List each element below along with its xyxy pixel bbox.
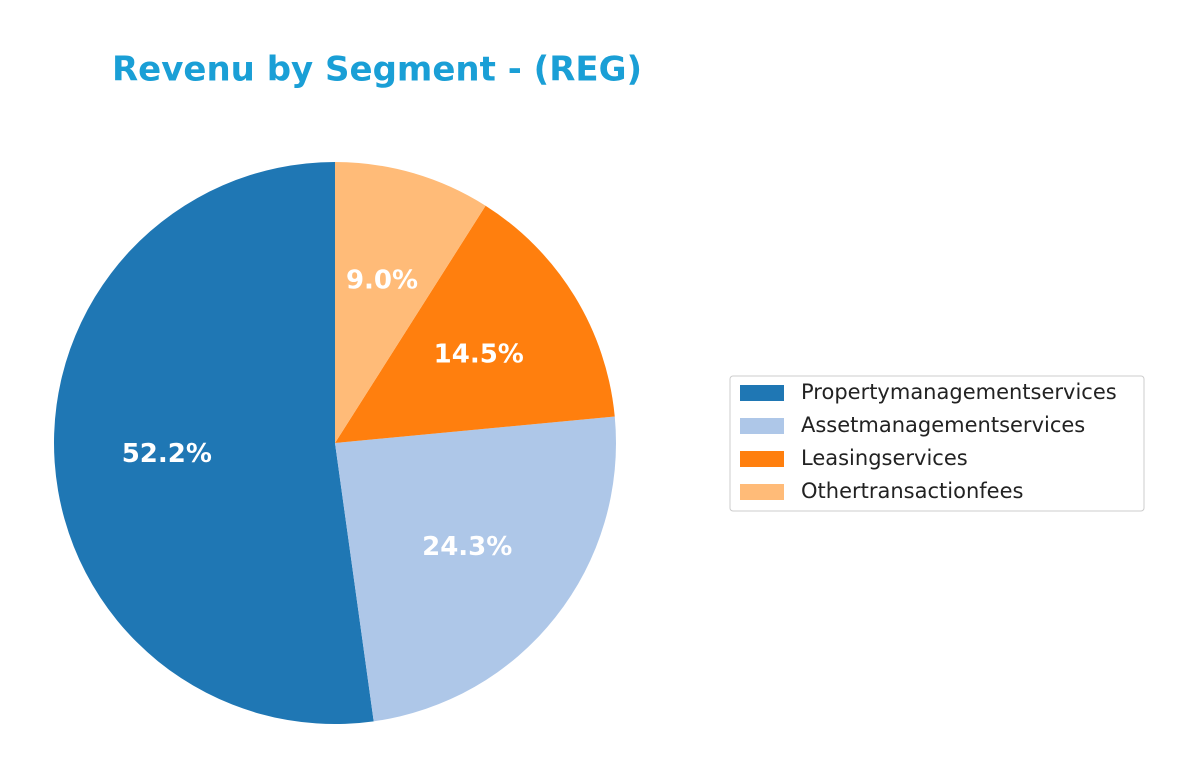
slice-label: 24.3% <box>422 532 512 562</box>
legend-label: Leasingservices <box>801 446 968 470</box>
legend-label: Assetmanagementservices <box>801 413 1085 437</box>
legend-label: Propertymanagementservices <box>801 380 1117 404</box>
slice-label: 9.0% <box>346 266 418 296</box>
legend-swatch <box>740 418 784 434</box>
legend-label: Othertransactionfees <box>801 479 1023 503</box>
legend-swatch <box>740 451 784 467</box>
legend-box <box>729 375 1145 512</box>
chart-title: Revenu by Segment - (REG) <box>112 50 642 90</box>
pie-slice <box>335 416 617 722</box>
slice-label: 52.2% <box>122 439 212 469</box>
legend-swatch <box>740 385 784 401</box>
pie-slice <box>53 162 374 725</box>
legend-swatch <box>740 484 784 500</box>
slice-label: 14.5% <box>434 339 524 369</box>
pie-slice <box>335 205 615 443</box>
pie-slice <box>335 162 486 443</box>
